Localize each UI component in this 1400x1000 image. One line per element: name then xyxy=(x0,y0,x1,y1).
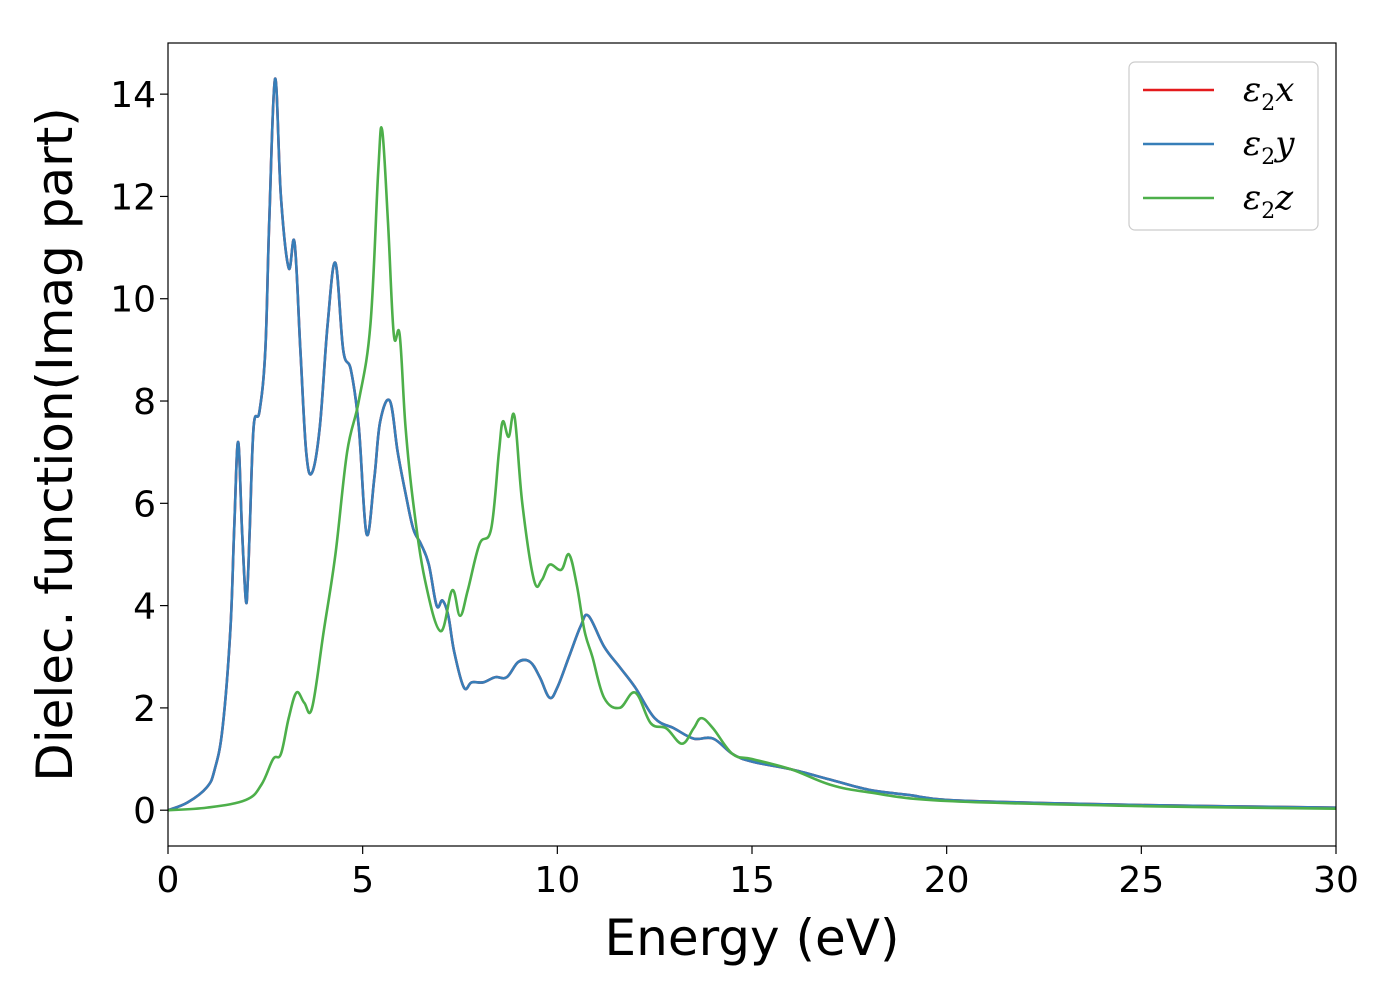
x-tick-label: 25 xyxy=(1118,860,1164,901)
legend-box xyxy=(1128,61,1319,231)
legend-label-y: ε2y xyxy=(1243,124,1295,170)
series-line-y xyxy=(167,77,1337,812)
series-line-z xyxy=(167,126,1337,812)
x-axis: 0 5 10 15 20 25 30 xyxy=(157,846,1359,901)
y-axis-label: Dielec. function(Imag part) xyxy=(26,107,84,782)
y-tick-label: 12 xyxy=(110,177,156,218)
x-tick-label: 15 xyxy=(729,860,775,901)
legend: ε2x ε2y ε2z xyxy=(1128,61,1319,231)
x-tick-label: 30 xyxy=(1313,860,1359,901)
x-axis-label: Energy (eV) xyxy=(605,909,900,967)
x-tick-label: 5 xyxy=(351,860,374,901)
y-tick-label: 14 xyxy=(110,75,156,116)
y-tick-label: 0 xyxy=(133,791,156,832)
legend-label-z: ε2z xyxy=(1243,178,1294,224)
x-tick-label: 20 xyxy=(924,860,970,901)
y-tick-label: 2 xyxy=(133,689,156,730)
y-tick-label: 6 xyxy=(133,484,156,525)
x-tick-label: 0 xyxy=(157,860,180,901)
series-layer xyxy=(167,77,1337,812)
x-tick-label: 10 xyxy=(534,860,580,901)
legend-label-x: ε2x xyxy=(1243,70,1294,116)
y-tick-label: 8 xyxy=(133,382,156,423)
y-tick-label: 10 xyxy=(110,280,156,321)
y-axis: 0 2 4 6 8 10 12 14 xyxy=(110,75,168,832)
y-tick-label: 4 xyxy=(133,587,156,628)
